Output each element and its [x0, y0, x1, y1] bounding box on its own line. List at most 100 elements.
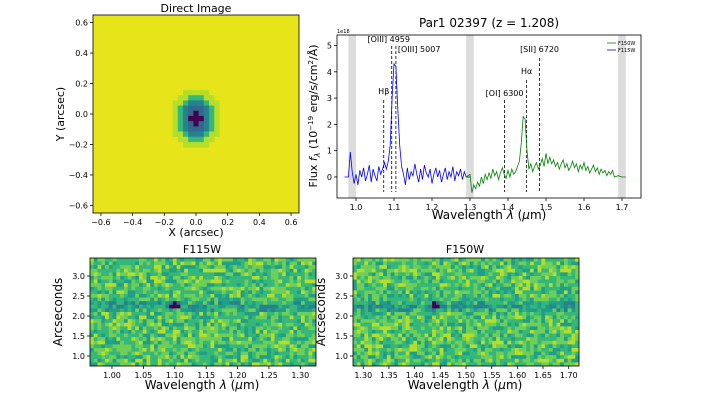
f115w-pixel: [105, 272, 110, 277]
f115w-pixel: [123, 265, 128, 269]
f115w-pixel: [229, 330, 234, 334]
f115w-pixel: [131, 279, 136, 284]
f150w-pixel: [488, 333, 493, 338]
f115w-pixel: [225, 301, 230, 305]
f150w-pixel: [469, 268, 474, 273]
f115w-pixel: [225, 312, 230, 316]
f150w-pixel: [560, 315, 565, 320]
f150w-pixel: [401, 355, 406, 359]
f115w-pixel: [300, 358, 305, 363]
f150w-pixel: [432, 340, 437, 345]
f115w-pixel: [244, 351, 249, 356]
f115w-pixel: [90, 297, 94, 302]
f150w-pixel: [499, 286, 504, 291]
f115w-pixel: [180, 272, 185, 277]
f115w-pixel: [120, 279, 125, 284]
f115w-pixel: [240, 272, 245, 277]
f115w-pixel: [293, 279, 298, 284]
f150w-pixel: [473, 322, 478, 327]
f115w-pixel: [203, 312, 207, 316]
f115w-pixel: [312, 330, 317, 334]
f150w-pixel: [364, 286, 369, 291]
f115w-pixel: [263, 340, 268, 345]
f150w-pixel: [496, 319, 501, 323]
f150w-pixel: [514, 286, 519, 291]
f150w-pixel: [409, 304, 414, 309]
f150w-pixel: [401, 261, 406, 266]
f150w-pixel: [571, 315, 576, 320]
f150w-pixel: [364, 301, 369, 305]
2-x-tick-label: 1.15: [197, 371, 215, 380]
f150w-pixel: [548, 333, 553, 338]
f150w-pixel: [473, 276, 478, 280]
f150w-pixel: [405, 258, 410, 262]
f150w-pixel: [450, 258, 455, 262]
f150w-pixel: [458, 319, 463, 323]
direct-image-pixel: [203, 126, 210, 132]
f115w-pixel: [169, 304, 174, 309]
f115w-pixel: [123, 294, 128, 298]
f115w-pixel: [127, 294, 132, 298]
f115w-pixel: [90, 301, 94, 305]
f150w-pixel: [379, 268, 384, 273]
f115w-pixel: [203, 355, 207, 359]
f150w-pixel: [518, 344, 523, 349]
f150w-pixel: [458, 283, 463, 287]
f150w-pixel: [379, 344, 384, 349]
f115w-pixel: [221, 279, 226, 284]
f115w-pixel: [195, 315, 200, 320]
spectrum-shaded-bands: [348, 35, 626, 198]
f150w-pixel: [428, 340, 433, 345]
f150w-pixel: [356, 333, 361, 338]
f115w-pixel: [289, 312, 294, 316]
f115w-pixel: [248, 312, 253, 316]
f115w-pixel: [169, 319, 174, 323]
f150w-pixel: [514, 294, 519, 298]
f150w-pixel: [518, 312, 523, 316]
f115w-pixel: [248, 330, 253, 334]
f150w-pixel: [462, 348, 467, 352]
f150w-pixel: [575, 308, 580, 313]
f115w-pixel: [240, 265, 245, 269]
f150w-pixel: [364, 312, 369, 316]
direct-image-pixel: [183, 105, 189, 112]
f150w-pixel: [522, 272, 527, 277]
f115w-pixel: [312, 315, 317, 320]
f150w-pixel: [432, 358, 437, 363]
f115w-pixel: [300, 362, 305, 367]
f150w-pixel: [353, 348, 357, 352]
f115w-pixel: [108, 355, 113, 359]
f115w-pixel: [225, 297, 230, 302]
f115w-pixel: [90, 283, 94, 287]
direct-image-pixel: [188, 131, 194, 138]
f115w-pixel: [93, 355, 98, 359]
f115w-pixel: [233, 304, 238, 309]
f150w-pixel: [356, 315, 361, 320]
f150w-pixel: [462, 312, 467, 316]
f115w-pixel: [154, 265, 158, 269]
f115w-pixel: [97, 301, 102, 305]
f115w-pixel: [263, 265, 268, 269]
f150w-pixel: [364, 261, 369, 266]
f115w-pixel: [101, 297, 106, 302]
f115w-pixel: [267, 326, 271, 331]
f115w-pixel: [285, 322, 290, 327]
f150w-pixel: [511, 294, 516, 298]
f150w-pixel: [413, 261, 418, 266]
f115w-pixel: [120, 330, 125, 334]
f115w-pixel: [259, 348, 264, 352]
f115w-pixel: [233, 322, 238, 327]
f150w-pixel: [567, 268, 572, 273]
f115w-pixel: [138, 268, 143, 273]
f150w-pixel: [420, 276, 425, 280]
f115w-pixel: [199, 358, 204, 363]
f150w-pixel: [435, 276, 440, 280]
f115w-pixel: [267, 337, 271, 341]
f115w-pixel: [116, 279, 121, 284]
f150w-pixel: [563, 326, 568, 331]
f115w-pixel: [312, 261, 317, 266]
f150w-pixel: [575, 272, 580, 277]
f115w-pixel: [214, 348, 219, 352]
f115w-pixel: [210, 258, 215, 262]
f150w-pixel: [533, 268, 538, 273]
